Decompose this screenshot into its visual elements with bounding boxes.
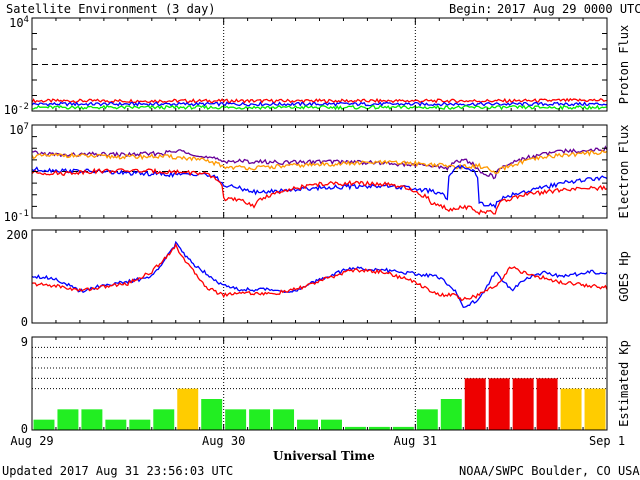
- x-tick-label: Aug 30: [202, 434, 245, 448]
- x-tick-label: Sep 1: [589, 434, 625, 448]
- panel-proton-bg: [32, 18, 607, 111]
- updated-timestamp: Updated 2017 Aug 31 23:56:03 UTC: [2, 464, 234, 478]
- kp-bar: [153, 409, 175, 430]
- panel-electron-bg: [32, 125, 607, 218]
- series-proton-blue: [31, 101, 608, 107]
- kp-bar: [344, 426, 366, 430]
- kp-bar: [33, 419, 55, 430]
- panel-kp-bg: [32, 337, 607, 430]
- kp-bar: [249, 409, 271, 430]
- kp-bar: [560, 388, 582, 430]
- series-goes_hp-red: [31, 242, 608, 302]
- kp-bar: [488, 378, 510, 430]
- x-tick-label: Aug 31: [394, 434, 437, 448]
- chart-title: Satellite Environment (3 day): [6, 2, 216, 16]
- x-axis-label: Universal Time: [273, 449, 375, 463]
- y-tick-label-proton-top: 104: [9, 15, 29, 30]
- kp-bar: [321, 419, 342, 430]
- y-tick-label-goes_hp-bottom: 0: [21, 315, 28, 329]
- kp-bar: [177, 388, 199, 430]
- y-tick-label-electron-bottom: 10-1: [4, 209, 29, 224]
- y-tick-label-kp-top: 9: [21, 335, 28, 349]
- y-tick-label-kp-bottom: 0: [21, 422, 28, 436]
- y-axis-title-electron: Electron Flux: [617, 125, 631, 219]
- y-tick-label-proton-bottom: 10-2: [4, 102, 29, 117]
- y-tick-label-electron-top: 107: [9, 122, 29, 137]
- kp-bar: [368, 426, 390, 430]
- kp-bar: [440, 399, 462, 430]
- kp-bar: [57, 409, 79, 430]
- kp-bar: [201, 399, 223, 430]
- y-axis-title-kp: Estimated Kp: [617, 340, 631, 427]
- series-electron-blue: [31, 164, 608, 210]
- begin-label: Begin:: [449, 2, 493, 16]
- series-proton-green: [31, 104, 608, 111]
- x-tick-label: Aug 29: [10, 434, 53, 448]
- kp-bar: [584, 388, 606, 430]
- kp-bar: [536, 378, 558, 430]
- kp-bar: [416, 409, 438, 430]
- kp-bar: [273, 409, 295, 430]
- series-electron-orange: [31, 149, 608, 174]
- kp-bar: [464, 378, 486, 430]
- kp-bar: [81, 409, 103, 430]
- kp-bar: [129, 419, 151, 430]
- kp-bar: [392, 426, 414, 430]
- series-electron-red: [31, 167, 608, 216]
- credit: NOAA/SWPC Boulder, CO USA: [459, 464, 640, 478]
- kp-bar: [297, 419, 318, 430]
- y-tick-label-goes_hp-top: 200: [6, 228, 28, 242]
- kp-bar: [512, 378, 534, 430]
- series-goes_hp-blue: [31, 240, 608, 309]
- kp-bar: [225, 409, 247, 430]
- begin-value: 2017 Aug 29 0000 UTC: [497, 2, 640, 16]
- series-proton-red: [31, 97, 607, 104]
- kp-bar: [105, 419, 127, 430]
- y-axis-title-proton: Proton Flux: [617, 25, 631, 104]
- panel-goes_hp-bg: [32, 230, 607, 323]
- y-axis-title-goes_hp: GOES Hp: [617, 251, 631, 302]
